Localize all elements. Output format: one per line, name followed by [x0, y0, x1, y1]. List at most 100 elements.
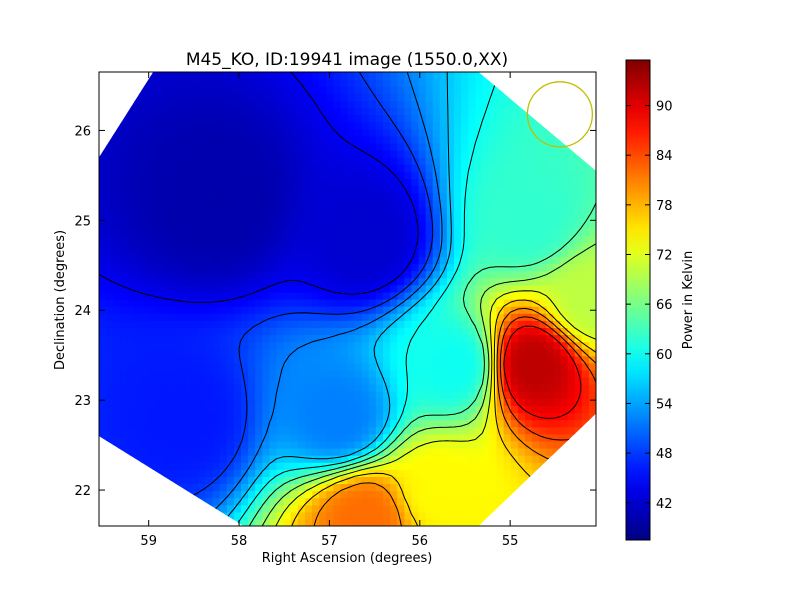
heatmap-cell: [574, 228, 583, 236]
heatmap-cell: [212, 384, 221, 392]
heatmap-cell: [120, 384, 128, 392]
heatmap-cell: [560, 355, 569, 364]
heatmap-cell: [326, 284, 334, 293]
heatmap-cell: [454, 185, 462, 194]
heatmap-cell: [539, 270, 547, 279]
heatmap-cell: [198, 142, 207, 151]
heatmap-cell: [411, 100, 420, 109]
heatmap-cell: [276, 185, 285, 194]
heatmap-cell: [106, 86, 114, 94]
heatmap-cell: [588, 135, 596, 144]
heatmap-cell: [248, 469, 256, 477]
heatmap-cell: [475, 86, 483, 94]
heatmap-cell: [134, 121, 143, 130]
heatmap-cell: [134, 462, 143, 470]
heatmap-cell: [212, 114, 221, 123]
heatmap-cell: [290, 462, 299, 470]
heatmap-cell: [461, 447, 469, 456]
heatmap-cell: [503, 306, 512, 314]
heatmap-cell: [148, 277, 157, 286]
heatmap-cell: [198, 256, 207, 265]
heatmap-cell: [454, 291, 462, 300]
heatmap-cell: [560, 299, 569, 307]
heatmap-cell: [184, 313, 192, 321]
heatmap-cell: [425, 107, 434, 116]
heatmap-cell: [148, 142, 157, 151]
heatmap-cell: [141, 306, 150, 314]
heatmap-cell: [212, 277, 221, 286]
heatmap-cell: [361, 476, 370, 485]
heatmap-cell: [574, 483, 583, 492]
heatmap-cell: [425, 518, 434, 526]
heatmap-cell: [312, 327, 320, 336]
heatmap-cell: [525, 483, 533, 492]
heatmap-cell: [468, 142, 476, 151]
heatmap-cell: [539, 433, 547, 442]
heatmap-cell: [177, 355, 185, 364]
heatmap-cell: [319, 291, 327, 300]
heatmap-cell: [368, 455, 377, 463]
heatmap-cell: [134, 228, 143, 236]
heatmap-cell: [340, 206, 349, 215]
heatmap-cell: [283, 398, 292, 406]
heatmap-cell: [404, 277, 412, 286]
heatmap-cell: [340, 405, 349, 414]
heatmap-cell: [304, 114, 313, 123]
heatmap-cell: [297, 164, 306, 172]
heatmap-cell: [113, 497, 121, 506]
heatmap-cell: [375, 306, 384, 314]
heatmap-cell: [560, 277, 569, 286]
heatmap-cell: [184, 178, 192, 187]
heatmap-cell: [255, 426, 263, 435]
heatmap-cell: [354, 93, 363, 101]
heatmap-cell: [574, 377, 583, 385]
heatmap-cell: [553, 107, 562, 116]
heatmap-cell: [510, 178, 519, 187]
heatmap-cell: [425, 72, 434, 80]
heatmap-cell: [205, 433, 214, 442]
heatmap-cell: [134, 426, 143, 435]
heatmap-cell: [141, 185, 150, 194]
heatmap-cell: [113, 220, 121, 229]
heatmap-cell: [219, 455, 228, 463]
heatmap-cell: [496, 199, 505, 208]
heatmap-cell: [375, 405, 384, 414]
heatmap-cell: [248, 107, 256, 116]
heatmap-cell: [170, 313, 178, 321]
heatmap-cell: [361, 228, 370, 236]
heatmap-cell: [446, 291, 455, 300]
heatmap-cell: [482, 121, 491, 130]
heatmap-cell: [269, 164, 278, 172]
heatmap-cell: [347, 164, 356, 172]
heatmap-cell: [99, 398, 107, 406]
heatmap-cell: [120, 235, 128, 243]
heatmap-cell: [134, 270, 143, 279]
heatmap-cell: [454, 320, 462, 328]
heatmap-cell: [574, 199, 583, 208]
heatmap-cell: [375, 369, 384, 378]
heatmap-cell: [539, 476, 547, 485]
heatmap-cell: [205, 377, 214, 385]
heatmap-cell: [155, 235, 164, 243]
heatmap-cell: [241, 341, 249, 350]
heatmap-cell: [319, 511, 327, 520]
heatmap-cell: [446, 228, 455, 236]
heatmap-cell: [510, 504, 519, 513]
heatmap-cell: [354, 291, 363, 300]
heatmap-cell: [475, 263, 483, 272]
heatmap-cell: [319, 384, 327, 392]
heatmap-cell: [354, 306, 363, 314]
heatmap-cell: [383, 462, 391, 470]
heatmap-cell: [383, 398, 391, 406]
heatmap-cell: [297, 270, 306, 279]
heatmap-cell: [212, 228, 221, 236]
heatmap-cell: [326, 249, 334, 258]
heatmap-cell: [170, 185, 178, 194]
heatmap-cell: [177, 504, 185, 513]
heatmap-cell: [255, 497, 263, 506]
heatmap-cell: [269, 391, 278, 399]
heatmap-cell: [439, 199, 448, 208]
heatmap-cell: [496, 391, 505, 399]
heatmap-cell: [155, 426, 164, 435]
heatmap-cell: [326, 86, 334, 94]
